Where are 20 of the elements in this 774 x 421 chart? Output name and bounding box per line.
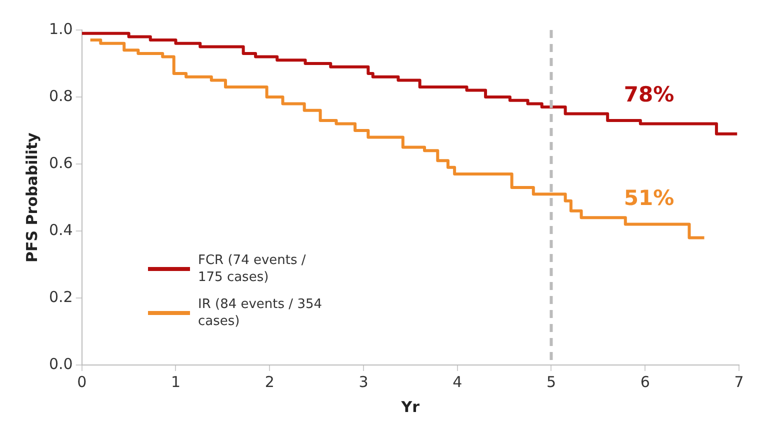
x-tick-label: 4: [452, 372, 462, 391]
x-tick-label: 1: [170, 372, 181, 391]
y-tick-label: 0.0: [48, 354, 73, 373]
x-axis-title: Yr: [400, 398, 420, 416]
y-tick-label: 1.0: [48, 20, 73, 38]
y-tick-label: 0.2: [48, 288, 73, 306]
x-tick-label: 7: [734, 372, 744, 391]
annotation: 78%: [624, 82, 674, 106]
x-tick-label: 6: [640, 372, 650, 391]
x-tick-label: 5: [546, 372, 556, 391]
y-tick-label: 0.6: [48, 154, 73, 172]
x-tick-label: 2: [264, 372, 274, 391]
y-tick-label: 0.4: [48, 220, 73, 239]
legend-label: FCR (74 events / 175 cases): [198, 252, 307, 286]
annotation: 51%: [624, 186, 674, 210]
legend-label: IR (84 events / 354 cases): [198, 296, 323, 330]
x-tick-label: 3: [358, 372, 368, 391]
y-axis-title: PFS Probability: [22, 132, 41, 262]
x-tick-label: 0: [77, 372, 87, 391]
y-tick-label: 0.8: [48, 86, 73, 105]
